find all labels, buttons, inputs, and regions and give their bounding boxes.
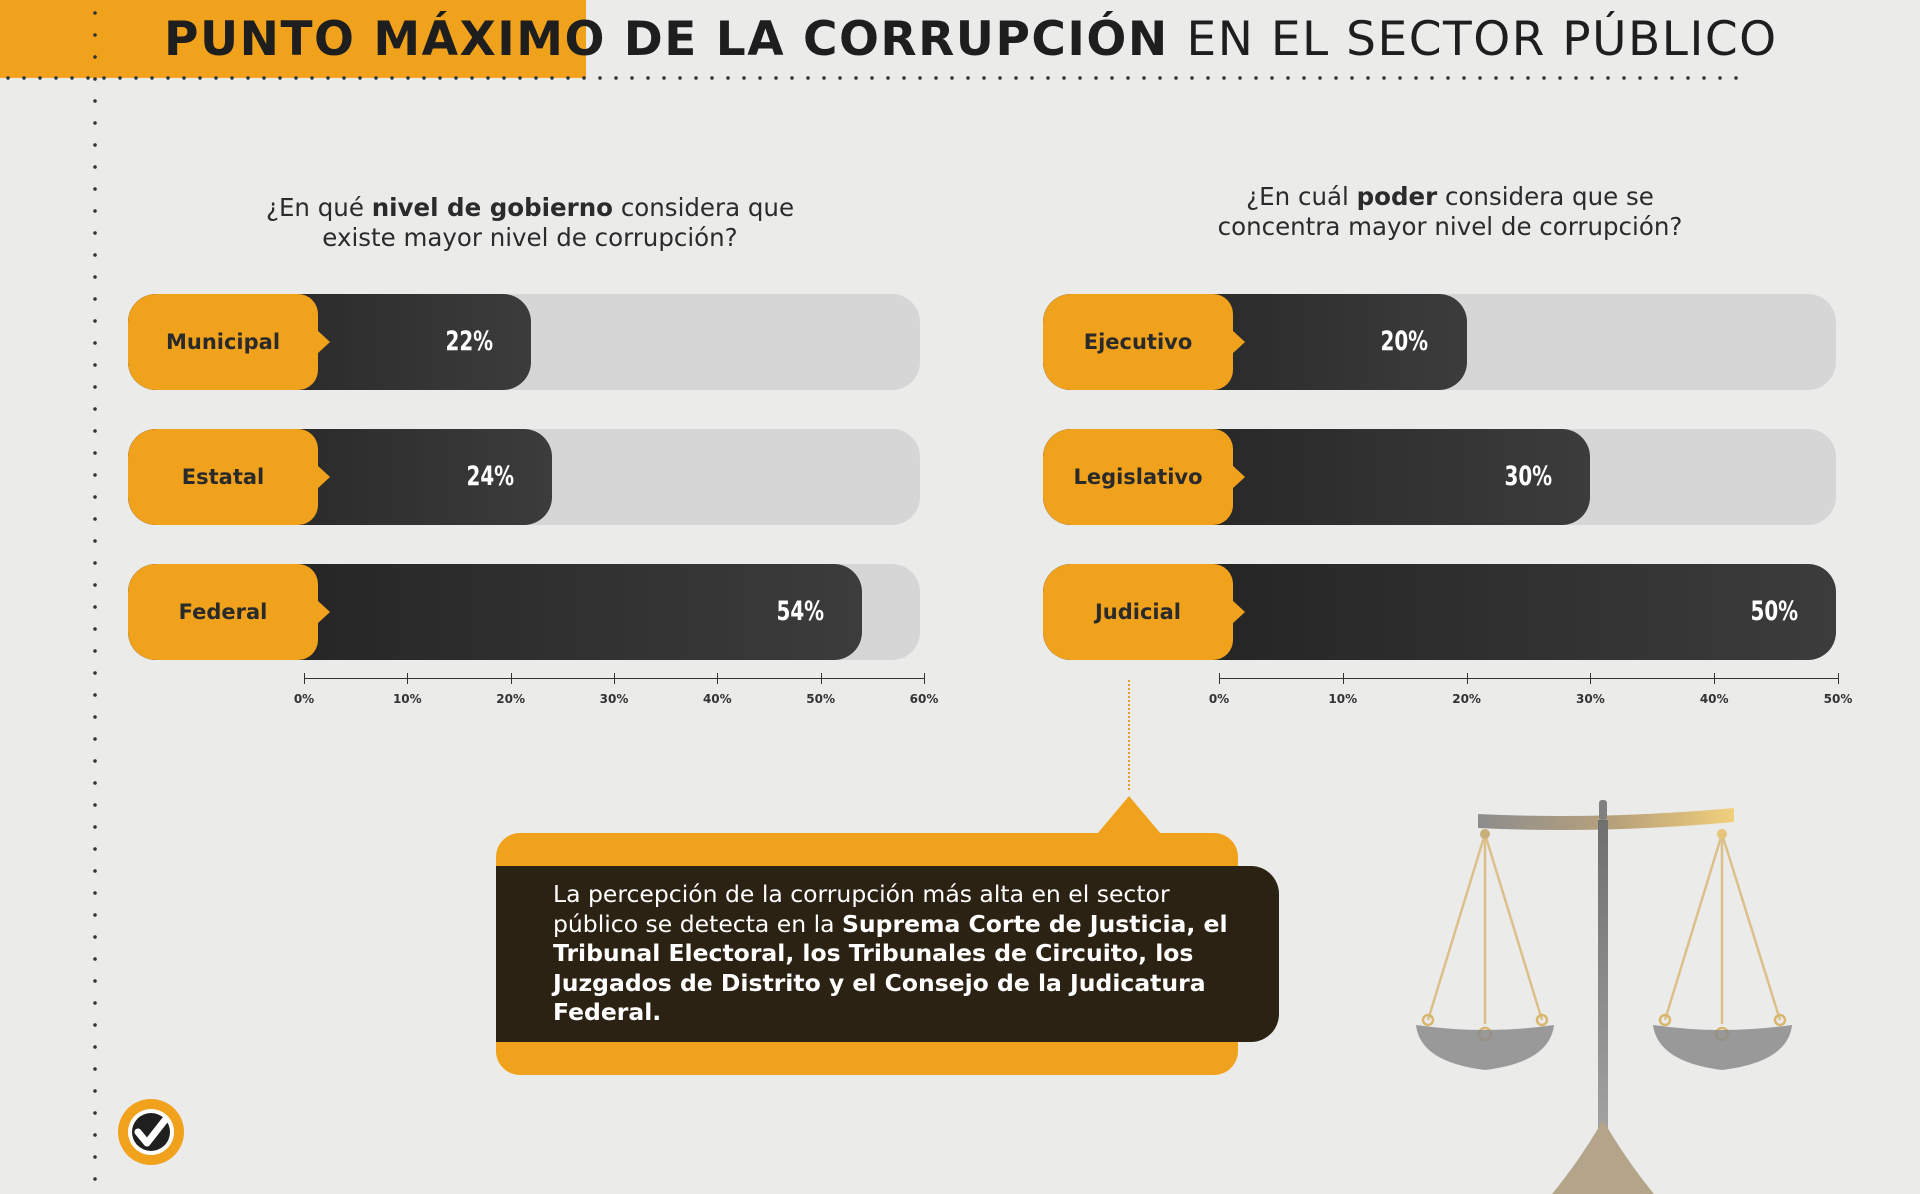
callout-connector — [1128, 680, 1130, 790]
scales-of-justice-icon — [1416, 800, 1792, 1194]
axis-tick-label: 0% — [293, 692, 315, 706]
x-axis: 0% 10% 20% 30% 40% 50% 60% — [294, 673, 938, 708]
bar-value-label: 30% — [1504, 461, 1553, 492]
axis-tick — [820, 673, 822, 684]
bar-track-legislativo: 30% Legislativo — [1043, 429, 1836, 525]
bar-value-label: 54% — [776, 596, 824, 627]
axis-tick-label: 40% — [702, 692, 732, 706]
left-question-pre: ¿En qué — [265, 193, 372, 222]
bar-track-judicial: 50% Judicial — [1043, 564, 1836, 660]
axis-tick — [1714, 673, 1716, 684]
bar-value-label: 22% — [445, 326, 494, 357]
bar-value-label: 20% — [1380, 326, 1429, 357]
axis-tick — [304, 673, 305, 684]
bar-track-ejecutivo: 20% Ejecutivo — [1043, 294, 1836, 390]
bar-category-tag: Ejecutivo — [1043, 294, 1245, 390]
page-title-light: EN EL SECTOR PÚBLICO — [1186, 12, 1778, 67]
bar-category-label: Estatal — [181, 465, 265, 489]
axis-tick-label: 0% — [1208, 692, 1230, 706]
bar-track-federal: 54% Federal — [128, 564, 920, 660]
axis-tick-label: 60% — [909, 692, 939, 706]
page-title-bold: PUNTO MÁXIMO DE LA CORRUPCIÓN — [164, 12, 1169, 67]
bar-track-municipal: 22% Municipal — [128, 294, 920, 390]
left-question-post: considera que — [613, 193, 795, 222]
axis-tick-label: 10% — [392, 692, 422, 706]
bar-category-label: Federal — [178, 600, 268, 624]
x-axis: 0% 10% 20% 30% 40% 50% — [1209, 673, 1852, 708]
left-question: ¿En qué nivel de gobierno considera que … — [240, 193, 820, 253]
bar-category-tag: Estatal — [128, 429, 330, 525]
right-question-post: considera que se — [1437, 182, 1654, 211]
axis-tick — [407, 673, 409, 684]
bar-category-tag: Legislativo — [1043, 429, 1245, 525]
bar-category-tag: Municipal — [128, 294, 330, 390]
axis-tick-label: 10% — [1328, 692, 1358, 706]
bar-category-tag: Judicial — [1043, 564, 1245, 660]
bar-value-label: 50% — [1750, 596, 1798, 627]
right-question: ¿En cuál poder considera que se concentr… — [1160, 182, 1740, 242]
axis-tick — [924, 673, 925, 684]
bar-track-estatal: 24% Estatal — [128, 429, 920, 525]
bar-value-label: 24% — [466, 461, 514, 492]
callout-box — [496, 866, 1279, 1042]
axis-line — [1219, 678, 1838, 679]
callout-text-bold: Suprema Corte de Justicia, el Tribunal E… — [553, 909, 1228, 1027]
left-question-bold: nivel de gobierno — [371, 193, 614, 222]
axis-tick — [614, 673, 615, 684]
axis-tick-label: 50% — [806, 692, 836, 706]
right-question-pre: ¿En cuál — [1246, 182, 1357, 211]
axis-tick — [510, 673, 512, 684]
callout-pointer — [1097, 796, 1161, 834]
axis-tick-label: 20% — [496, 692, 526, 706]
axis-tick-label: 50% — [1823, 692, 1853, 706]
left-question-line2: existe mayor nivel de corrupción? — [322, 223, 738, 252]
callout-text: La percepción de la corrupción más alta … — [553, 880, 1233, 1028]
right-question-line2: concentra mayor nivel de corrupción? — [1217, 212, 1683, 241]
axis-tick — [1838, 673, 1839, 684]
vertical-dotted-rule — [92, 2, 98, 1188]
axis-tick-label: 20% — [1452, 692, 1481, 706]
bar-category-label: Municipal — [165, 330, 281, 354]
header-dotted-rule — [0, 76, 1746, 80]
bar-category-label: Legislativo — [1073, 465, 1203, 489]
callout-text-intro: La percepción de la corrupción más alta … — [553, 880, 1170, 938]
axis-tick — [1466, 673, 1468, 684]
right-question-bold: poder — [1356, 182, 1438, 211]
page-title: PUNTO MÁXIMO DE LA CORRUPCIÓN EN EL SECT… — [164, 12, 1778, 67]
axis-tick — [1590, 673, 1592, 684]
bar-category-label: Ejecutivo — [1083, 330, 1193, 354]
axis-tick-label: 30% — [1576, 692, 1605, 706]
axis-tick-label: 40% — [1699, 692, 1729, 706]
checkmark-logo-icon — [118, 1099, 184, 1165]
axis-tick-label: 30% — [599, 692, 629, 706]
bar-category-tag: Federal — [128, 564, 330, 660]
axis-tick — [1219, 673, 1220, 684]
axis-tick — [1342, 673, 1344, 684]
axis-tick — [717, 673, 719, 684]
bar-category-label: Judicial — [1094, 600, 1181, 624]
